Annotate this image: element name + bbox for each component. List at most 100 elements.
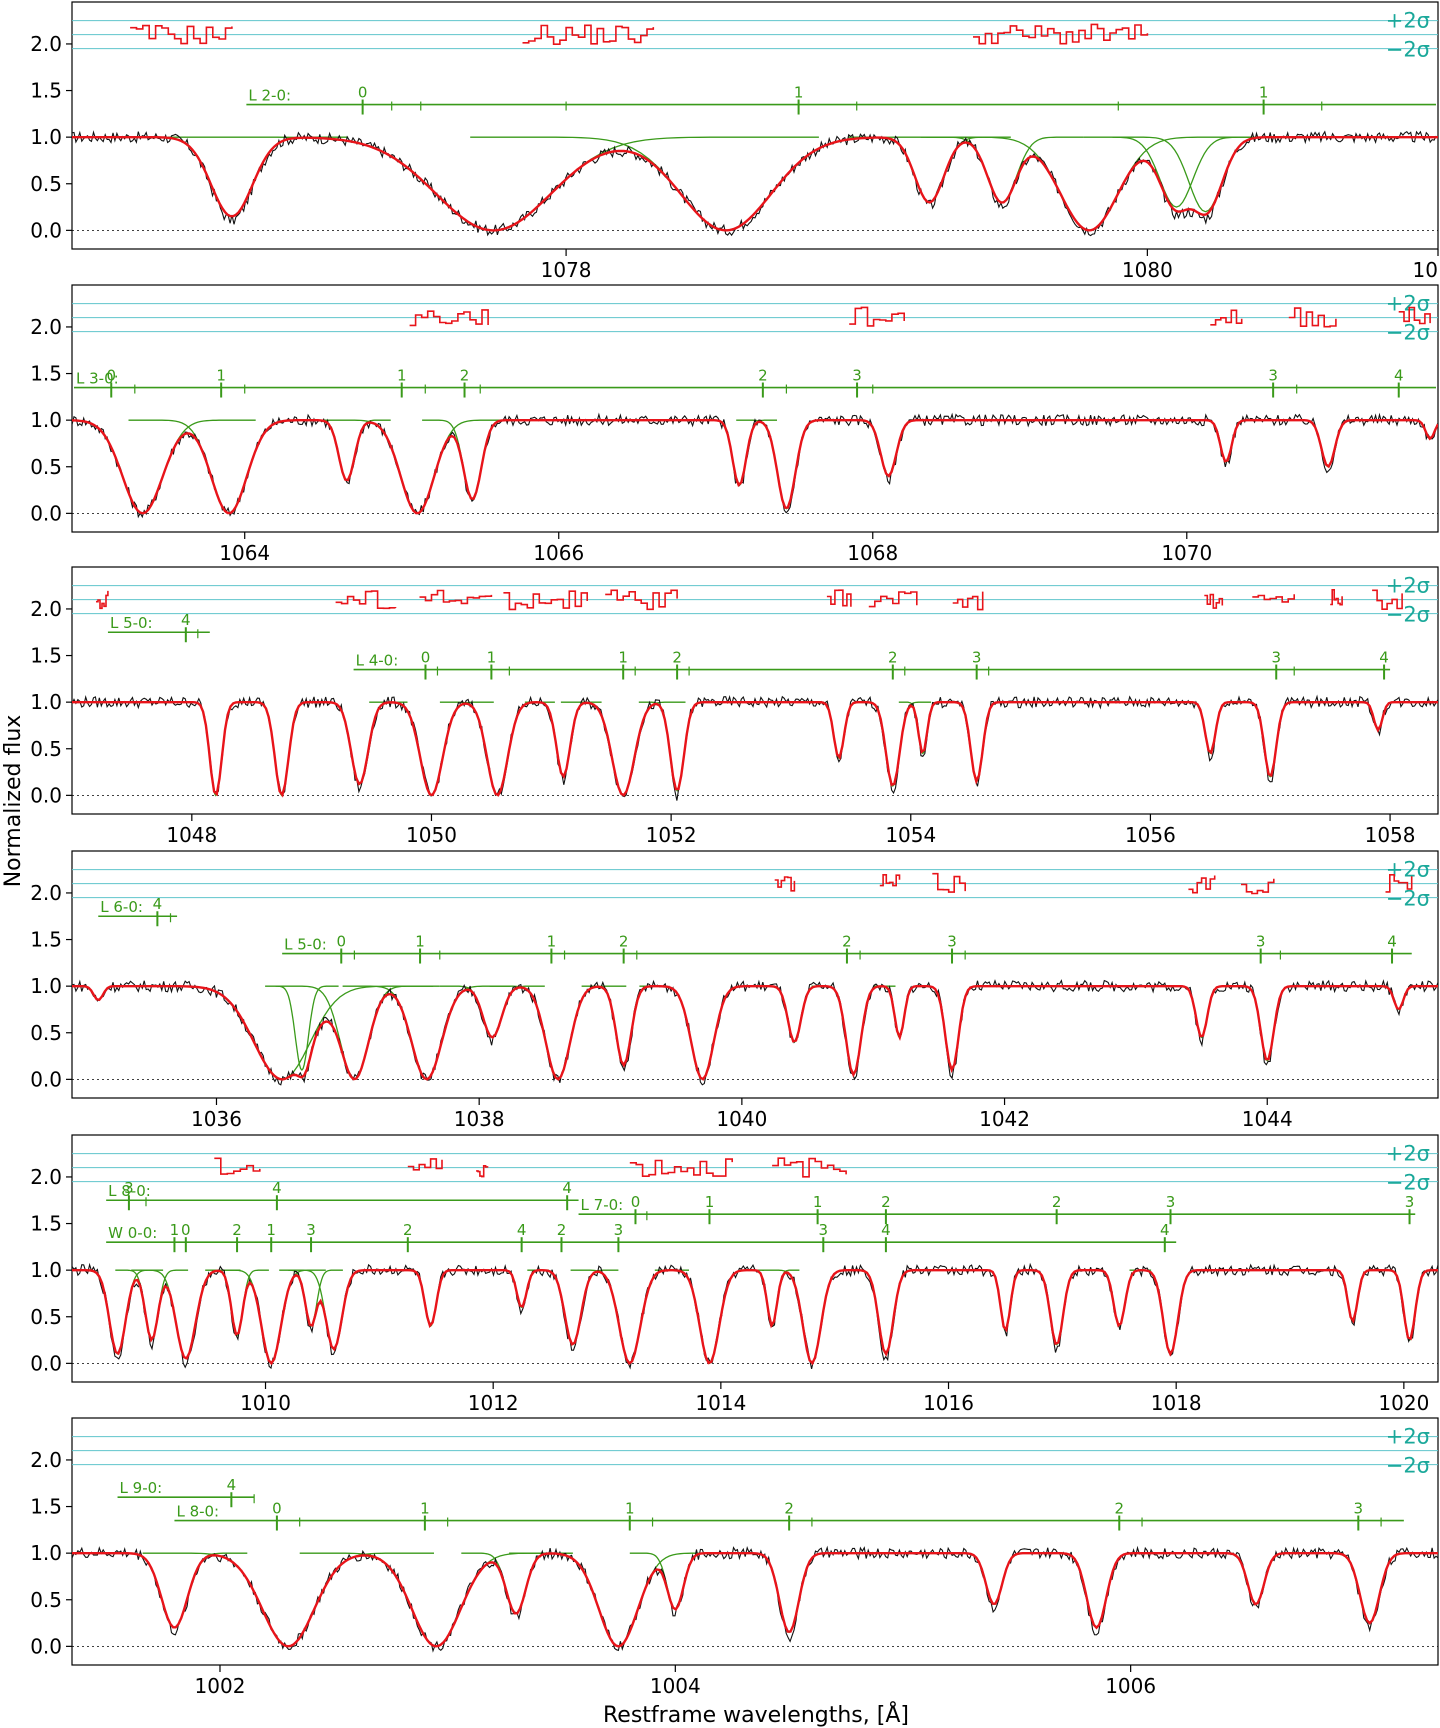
component-profile xyxy=(629,1552,721,1610)
spectrum-traces xyxy=(72,1545,1438,1653)
band-tick-label: 1 xyxy=(216,367,226,385)
total-fit xyxy=(72,1269,1438,1366)
x-tick-label: 1038 xyxy=(454,1107,505,1131)
spectrum-panel: +2σ −2σ 0.0 0.5 1.0 1.5 2.0 1064 1066 1068 1070 L 3… xyxy=(30,284,1439,565)
residual-segment xyxy=(605,589,678,611)
observed-spectrum xyxy=(72,412,1438,519)
minus-2sigma-label: −2σ xyxy=(1386,603,1430,627)
spectrum-traces xyxy=(72,872,1438,1086)
residual-segment xyxy=(96,590,109,610)
component-profile xyxy=(1087,1269,1152,1327)
component-profile xyxy=(182,701,250,797)
panel-frame xyxy=(71,1134,1439,1383)
band-tick-label: 2 xyxy=(672,649,682,667)
panel-frame xyxy=(71,566,1439,815)
band-tick-label: 1 xyxy=(487,649,497,667)
band-marker: L 8-0:3 4 4 xyxy=(106,1179,579,1211)
component-profile xyxy=(124,985,440,1081)
x-tick-label: 1052 xyxy=(646,823,697,847)
x-tick-label: 1036 xyxy=(191,1107,242,1131)
total-fit xyxy=(72,136,1438,232)
residual-segment xyxy=(1398,306,1431,325)
plus-2sigma-label: +2σ xyxy=(1386,1142,1430,1166)
band-tick-label: 1 xyxy=(397,367,407,385)
component-profile xyxy=(844,1269,927,1355)
residual-segment xyxy=(1188,875,1216,894)
spectrum-traces xyxy=(72,1157,1438,1370)
band-tick-label: 2 xyxy=(758,367,768,385)
component-profile xyxy=(72,419,256,515)
total-fit xyxy=(72,700,1438,798)
component-profile xyxy=(527,1269,619,1346)
residual-segment xyxy=(522,24,655,45)
x-tick-label: 1066 xyxy=(533,541,584,565)
y-tick-label: 1.0 xyxy=(30,974,62,998)
residual-segment xyxy=(774,876,796,892)
component-profile xyxy=(279,1269,343,1327)
band-marker: L 4-0: 0 1 1 2 2 3 3 4 xyxy=(353,649,1391,680)
residual-segment xyxy=(503,590,588,611)
component-profile xyxy=(1210,1552,1302,1606)
y-tick-label: 2.0 xyxy=(30,315,62,339)
x-tick-label: 10 xyxy=(1413,258,1438,282)
y-tick-label: 0.0 xyxy=(30,1634,62,1658)
x-tick-label: 1056 xyxy=(1125,823,1176,847)
component-profile xyxy=(1290,419,1366,468)
x-tick-label: 1010 xyxy=(240,1391,291,1415)
minus-2sigma-label: −2σ xyxy=(1386,321,1430,345)
band-tick-label: 2 xyxy=(460,367,470,385)
band-tick-label: 4 xyxy=(517,1221,527,1239)
residual-segment xyxy=(868,591,918,608)
residual-segment xyxy=(1372,589,1403,610)
component-profile xyxy=(1236,701,1304,778)
band-tick-label: 1 xyxy=(625,1500,635,1518)
component-profile xyxy=(638,701,716,792)
band-tick-label: 3 xyxy=(1354,1500,1364,1518)
component-profile xyxy=(873,985,926,1039)
band-tick-label: 2 xyxy=(619,933,629,951)
band-label: L 6-0: xyxy=(100,898,143,916)
band-tick-label: 1 xyxy=(794,84,804,102)
band-tick-label: 0 xyxy=(272,1500,282,1518)
component-profile xyxy=(489,985,627,1081)
component-profile xyxy=(639,985,766,1081)
spectrum-panel: +2σ −2σ 0.0 0.5 1.0 1.5 2.0 1078 1080 10 L 2-0: 0 1 1 xyxy=(30,1,1439,282)
component-profile xyxy=(439,985,545,1039)
band-label: L 5-0: xyxy=(110,614,153,632)
band-tick-label: 4 xyxy=(153,895,163,913)
y-tick-label: 0.0 xyxy=(30,783,62,807)
total-fit xyxy=(72,1552,1438,1648)
component-profile xyxy=(581,985,666,1067)
band-marker: L 5-0: 0 1 1 2 2 3 3 4 xyxy=(282,933,1412,964)
component-profile xyxy=(167,136,819,232)
component-profile xyxy=(844,419,933,477)
y-tick-label: 1.0 xyxy=(30,1541,62,1565)
residual-segment xyxy=(952,591,984,611)
minus-2sigma-label: −2σ xyxy=(1386,38,1430,62)
band-tick-label: 3 xyxy=(819,1221,829,1239)
plus-2sigma-label: +2σ xyxy=(1386,858,1430,882)
component-profile xyxy=(494,1269,549,1309)
band-marker: L 9-0: 4 xyxy=(117,1476,255,1508)
component-profile xyxy=(439,701,555,797)
band-tick-label: 3 xyxy=(947,933,957,951)
component-profile xyxy=(1020,1269,1094,1346)
y-tick-label: 0.0 xyxy=(30,1351,62,1375)
band-label: L 8-0: xyxy=(108,1182,151,1200)
band-tick-label: 3 xyxy=(306,1221,316,1239)
x-tick-label: 1020 xyxy=(1378,1391,1429,1415)
band-tick-label: 4 xyxy=(881,1221,891,1239)
component-profile xyxy=(101,1552,248,1629)
band-tick-label: 3 xyxy=(1256,933,1266,951)
y-tick-label: 2.0 xyxy=(30,1448,62,1472)
residual-segment xyxy=(932,872,966,893)
x-tick-label: 1078 xyxy=(541,258,592,282)
component-profile xyxy=(131,1269,241,1360)
band-label: W 0-0: xyxy=(108,1224,157,1242)
observed-spectrum xyxy=(72,694,1438,801)
total-fit xyxy=(72,985,1438,1081)
x-tick-label: 1044 xyxy=(1242,1107,1293,1131)
residual-segment xyxy=(1252,594,1295,603)
component-profile xyxy=(701,419,777,487)
